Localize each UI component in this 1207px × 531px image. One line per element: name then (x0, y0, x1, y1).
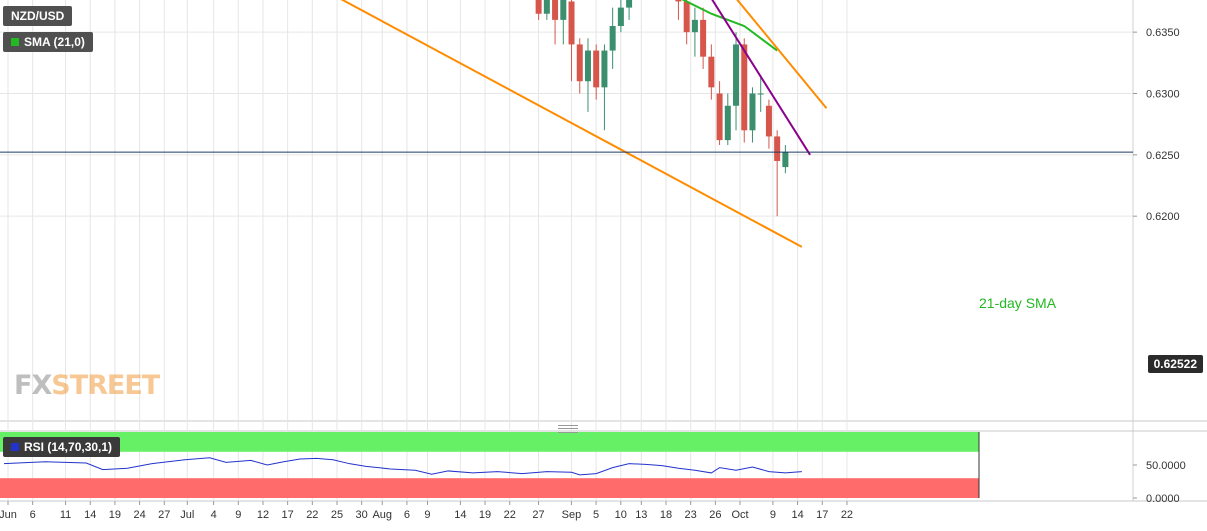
bullish-candle (584, 50, 591, 82)
bearish-candle (774, 136, 781, 161)
bearish-candle (535, 0, 542, 14)
time-tick-label: 5 (593, 509, 599, 521)
bullish-candle (733, 44, 740, 106)
time-tick-label: 30 (356, 509, 368, 521)
current-price-label: 0.62522 (1147, 355, 1203, 373)
bullish-candle (601, 50, 608, 88)
time-tick-label: Aug (372, 509, 392, 521)
bullish-candle (543, 0, 550, 14)
time-tick-label: 13 (635, 509, 647, 521)
time-tick-label: 9 (770, 509, 776, 521)
price-tick-label: 0.6200 (1146, 211, 1180, 223)
sma-annotation-text: 21-day SMA (979, 295, 1057, 311)
bearish-candle (716, 93, 723, 141)
symbol-tag[interactable]: NZD/USD (3, 6, 73, 26)
bullish-candle (749, 93, 756, 131)
rsi-tick-label: 50.0000 (1146, 460, 1186, 472)
time-tick-label: 4 (211, 509, 217, 521)
time-tick-label: 14 (454, 509, 466, 521)
bearish-candle (593, 50, 600, 88)
time-tick-label: 12 (257, 509, 269, 521)
time-tick-label: 6 (404, 509, 410, 521)
bearish-candle (568, 1, 575, 45)
sma-annotation: 21-day SMA (979, 295, 1056, 311)
time-tick-label: Oct (731, 509, 748, 521)
time-tick-label: 24 (133, 509, 145, 521)
bullish-candle (782, 152, 789, 168)
sma-indicator-tag[interactable]: SMA (21,0) (3, 32, 93, 52)
time-tick-label: 18 (660, 509, 672, 521)
symbol-label: NZD/USD (11, 9, 65, 23)
time-tick-label: 14 (84, 509, 96, 521)
price-tick-label: 0.6300 (1146, 88, 1180, 100)
time-tick-label: Jun (0, 509, 17, 521)
current-price-value: 0.62522 (1153, 357, 1197, 371)
time-axis: Jun 6 11 14 19 24 27 Jul 4 9 12 17 22 25 30 Aug 6 9 14 19 22… (0, 0, 853, 521)
time-tick-label: 19 (109, 509, 121, 521)
bearish-candle (675, 0, 682, 2)
fxstreet-logo: FXSTREET (14, 370, 160, 401)
time-tick-label: 22 (306, 509, 318, 521)
rsi-tick-label: 0.0000 (1146, 493, 1180, 505)
time-tick-label: 17 (816, 509, 828, 521)
bearish-candle (576, 44, 583, 82)
time-tick-label: Jul (180, 509, 194, 521)
time-tick-label: 19 (479, 509, 491, 521)
bearish-candle (765, 105, 772, 137)
time-tick-label: 9 (424, 509, 430, 521)
time-tick-label: 26 (709, 509, 721, 521)
descending-resistance-outer-trendline (736, 0, 828, 109)
rsi-indicator-tag[interactable]: RSI (14,70,30,1) (3, 437, 121, 457)
descending-resistance-inner-trendline (711, 0, 811, 156)
rsi-indicator-label: RSI (14,70,30,1) (24, 440, 113, 454)
logo-part-fx: FX (14, 370, 52, 401)
bullish-candle (724, 105, 731, 141)
time-tick-label: 27 (532, 509, 544, 521)
sma-swatch (11, 38, 19, 46)
rsi-swatch (11, 443, 19, 451)
candles (535, 0, 789, 217)
time-tick-label: 6 (30, 509, 36, 521)
panel-resize-handle[interactable] (558, 425, 578, 433)
sma-indicator-label: SMA (21,0) (24, 35, 85, 49)
time-tick-label: 14 (791, 509, 803, 521)
time-tick-label: 22 (504, 509, 516, 521)
time-tick-label: Sep (562, 509, 582, 521)
bullish-candle (617, 7, 624, 27)
time-tick-label: 27 (158, 509, 170, 521)
rsi-oversold-zone (0, 478, 979, 498)
time-tick-label: 25 (331, 509, 343, 521)
time-tick-label: 23 (685, 509, 697, 521)
rsi-overbought-zone (0, 432, 979, 452)
bearish-candle (700, 19, 707, 57)
bullish-candle (560, 0, 567, 20)
price-tick-label: 0.6350 (1146, 27, 1180, 39)
time-tick-label: 10 (615, 509, 627, 521)
rsi-line (3, 457, 802, 476)
logo-part-street: STREET (51, 370, 160, 401)
time-tick-label: 9 (235, 509, 241, 521)
bullish-candle (757, 93, 764, 95)
time-tick-label: 11 (60, 509, 71, 521)
bearish-candle (708, 56, 715, 88)
time-tick-label: 17 (282, 509, 294, 521)
price-grid: 0.68000.67500.67000.66500.66000.65500.65… (0, 27, 1180, 223)
time-tick-label: 22 (841, 509, 853, 521)
bullish-candle (691, 19, 698, 33)
bullish-candle (609, 26, 616, 51)
bearish-candle (552, 0, 559, 20)
descending-support-trendline (340, 0, 803, 248)
bullish-candle (626, 0, 633, 8)
bearish-candle (741, 44, 748, 131)
bearish-candle (683, 1, 690, 33)
price-tick-label: 0.6250 (1146, 150, 1180, 162)
